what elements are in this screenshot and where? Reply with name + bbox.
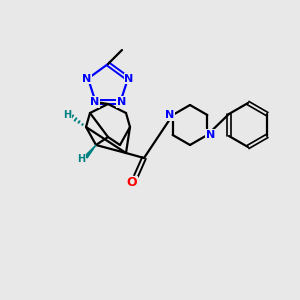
Text: N: N [165, 110, 174, 120]
Text: O: O [127, 176, 137, 190]
Text: H: H [77, 154, 85, 164]
Text: N: N [90, 97, 99, 107]
Text: N: N [82, 74, 92, 83]
Text: N: N [124, 74, 134, 83]
Text: H: H [63, 110, 71, 120]
Polygon shape [85, 145, 96, 158]
Text: N: N [206, 130, 215, 140]
Text: N: N [117, 97, 126, 107]
